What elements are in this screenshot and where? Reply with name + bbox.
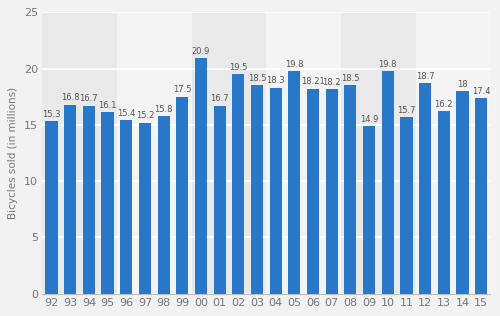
Text: 19.5: 19.5 — [229, 63, 248, 72]
Text: 15.3: 15.3 — [42, 110, 61, 119]
Bar — [307, 89, 319, 294]
Bar — [139, 123, 151, 294]
Bar — [102, 112, 114, 294]
Bar — [83, 106, 95, 294]
Text: 18.3: 18.3 — [266, 76, 285, 85]
Bar — [475, 98, 487, 294]
Text: 17.4: 17.4 — [472, 87, 490, 95]
Text: 19.8: 19.8 — [378, 60, 397, 69]
Bar — [341, 12, 416, 294]
Bar — [176, 97, 188, 294]
Bar — [117, 12, 192, 294]
Bar — [64, 105, 76, 294]
Text: 16.2: 16.2 — [434, 100, 453, 109]
Bar — [251, 85, 263, 294]
Bar — [419, 83, 431, 294]
Bar — [46, 121, 58, 294]
Text: 16.8: 16.8 — [61, 93, 80, 102]
Bar — [232, 74, 244, 294]
Bar — [416, 12, 490, 294]
Bar — [382, 71, 394, 294]
Text: 18.5: 18.5 — [248, 74, 266, 83]
Bar — [158, 116, 170, 294]
Y-axis label: Bicycles sold (in millions): Bicycles sold (in millions) — [8, 87, 18, 219]
Bar — [270, 88, 281, 294]
Text: 18: 18 — [457, 80, 468, 89]
Text: 18.5: 18.5 — [341, 74, 359, 83]
Text: 19.8: 19.8 — [285, 60, 304, 69]
Text: 16.7: 16.7 — [210, 94, 229, 103]
Text: 20.9: 20.9 — [192, 47, 210, 56]
Bar — [195, 58, 207, 294]
Text: 18.21: 18.21 — [301, 77, 325, 87]
Bar — [288, 71, 300, 294]
Text: 16.7: 16.7 — [80, 94, 98, 103]
Bar — [400, 117, 412, 294]
Bar — [344, 85, 356, 294]
Text: 15.7: 15.7 — [397, 106, 415, 115]
Bar — [214, 106, 226, 294]
Bar — [326, 89, 338, 294]
Bar — [363, 126, 375, 294]
Bar — [120, 120, 132, 294]
Text: 16.1: 16.1 — [98, 101, 117, 110]
Text: 17.5: 17.5 — [173, 85, 192, 94]
Bar — [438, 111, 450, 294]
Bar — [192, 12, 266, 294]
Text: 15.8: 15.8 — [154, 105, 173, 113]
Bar — [456, 91, 468, 294]
Bar — [42, 12, 117, 294]
Text: 14.9: 14.9 — [360, 115, 378, 124]
Text: 15.4: 15.4 — [117, 109, 136, 118]
Text: 18.7: 18.7 — [416, 72, 434, 81]
Text: 18.2: 18.2 — [322, 77, 341, 87]
Text: 15.2: 15.2 — [136, 111, 154, 120]
Bar — [266, 12, 341, 294]
